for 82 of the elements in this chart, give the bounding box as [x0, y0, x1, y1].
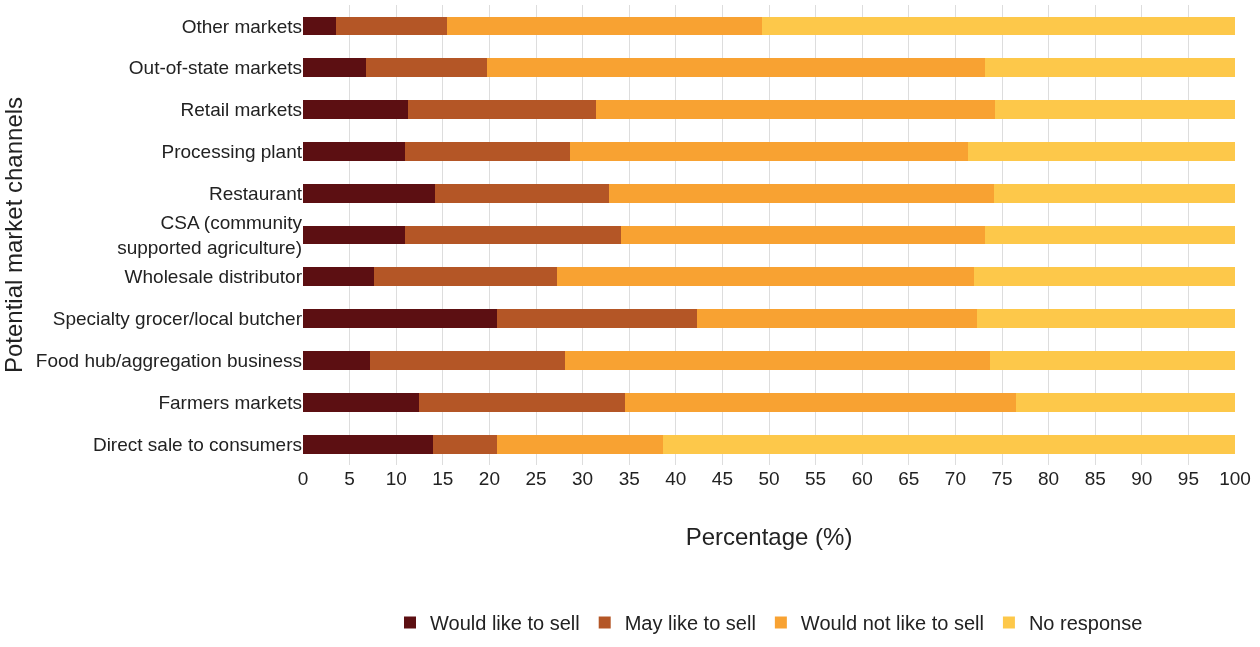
x-tick-label: 85: [1084, 468, 1106, 489]
y-tick-label: Food hub/aggregation business: [35, 350, 302, 372]
bar: [496, 434, 663, 454]
bar: [570, 141, 969, 161]
bar: [486, 58, 986, 78]
bar: [370, 351, 565, 370]
legend-label: May like to sell: [624, 612, 756, 635]
x-tick-label: 90: [1131, 468, 1153, 489]
x-tick-label: 30: [572, 468, 594, 489]
x-tick-label: 95: [1177, 468, 1199, 489]
x-tick-label: 10: [385, 468, 407, 489]
x-tick-label: 75: [991, 468, 1013, 489]
bar: [432, 434, 497, 454]
x-tick-label: 45: [711, 468, 733, 489]
bar: [761, 16, 1235, 36]
legend-label: No response: [1028, 612, 1143, 635]
bar: [303, 183, 436, 203]
x-tick-label: 0: [297, 468, 309, 489]
bar: [989, 351, 1235, 370]
bar: [976, 309, 1235, 329]
bar: [697, 309, 977, 329]
x-tick-label: 35: [618, 468, 640, 489]
bar: [595, 100, 996, 119]
bar: [435, 183, 609, 203]
x-tick-label: 80: [1038, 468, 1060, 489]
y-tick-label: Farmers markets: [158, 391, 302, 413]
y-tick-label: Restaurant: [209, 182, 303, 204]
bar: [404, 141, 571, 161]
bar: [303, 16, 336, 36]
x-tick-label: 70: [944, 468, 966, 489]
bar: [303, 434, 433, 454]
x-tick-label: 60: [851, 468, 873, 489]
bar: [995, 100, 1235, 119]
legend-label: Would like to sell: [430, 612, 580, 635]
bar: [303, 141, 405, 161]
bar: [303, 58, 367, 78]
bar: [446, 16, 762, 36]
bar: [404, 225, 621, 245]
bar: [335, 16, 447, 36]
bar: [557, 267, 975, 287]
x-tick-label: 20: [478, 468, 500, 489]
bar: [303, 225, 405, 245]
x-tick-label: 15: [432, 468, 454, 489]
bar: [303, 100, 409, 119]
bar: [620, 225, 986, 245]
bar: [564, 351, 990, 370]
bar: [303, 351, 371, 370]
x-tick-label: 55: [805, 468, 827, 489]
bar: [1015, 392, 1235, 412]
bar: [608, 183, 994, 203]
bar: [303, 267, 374, 287]
x-tick-label: 25: [525, 468, 547, 489]
bar: [985, 58, 1235, 78]
y-tick-label: Retail markets: [180, 99, 302, 121]
y-tick-label: Out-of-state markets: [128, 57, 302, 79]
y-tick-label: Other markets: [181, 15, 302, 37]
x-tick-label: 40: [665, 468, 687, 489]
y-tick-label: Processing plant: [161, 141, 303, 163]
bar: [496, 309, 698, 329]
bar: [985, 225, 1235, 245]
y-tick-label: Direct sale to consumers: [92, 433, 302, 455]
x-tick-label: 100: [1219, 468, 1251, 489]
legend-label: Would not like to sell: [800, 612, 984, 635]
y-tick-label: CSA (community supported agriculture): [117, 212, 303, 258]
bar: [408, 100, 596, 119]
bar: [968, 141, 1235, 161]
bar: [974, 267, 1235, 287]
bar: [373, 267, 558, 287]
bar: [366, 58, 487, 78]
x-tick-label: 65: [898, 468, 920, 489]
bar: [418, 392, 626, 412]
y-tick-label: Specialty grocer/local butcher: [52, 308, 303, 330]
y-axis-title: Potential market channels: [0, 96, 27, 374]
bar: [993, 183, 1235, 203]
x-axis-title: Percentage (%): [685, 523, 853, 551]
x-tick-label: 50: [758, 468, 780, 489]
x-tick-label: 5: [344, 468, 355, 489]
bar: [625, 392, 1016, 412]
y-tick-label: Wholesale distributor: [124, 266, 303, 288]
bar: [303, 309, 497, 329]
bar: [662, 434, 1235, 454]
bar: [303, 392, 419, 412]
